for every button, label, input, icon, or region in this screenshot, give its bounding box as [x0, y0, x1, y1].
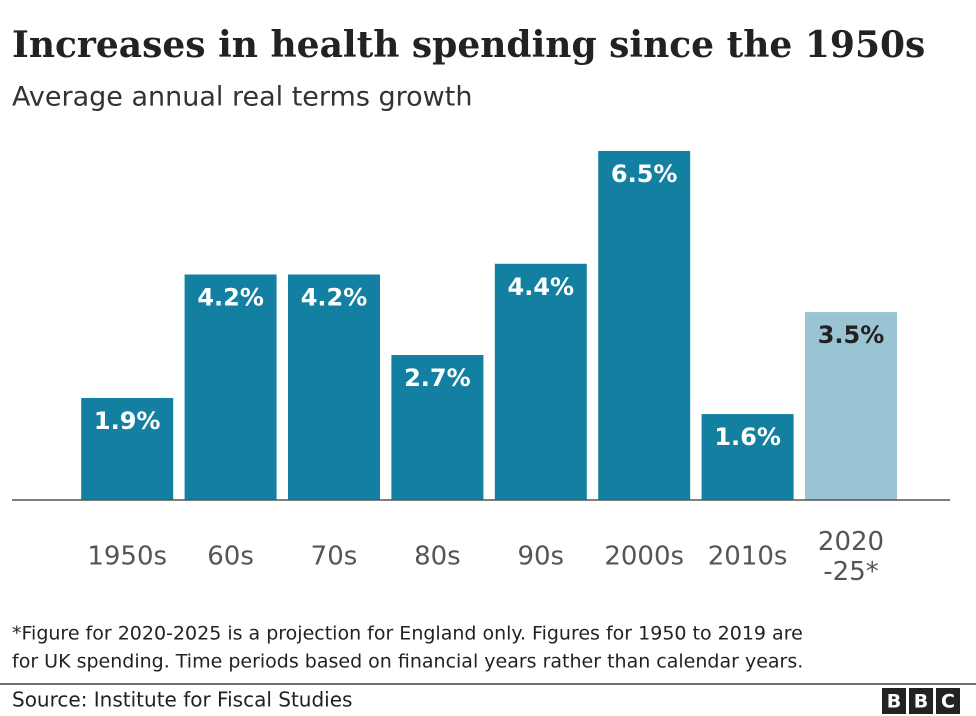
- x-tick-label: 80s: [414, 542, 461, 572]
- bar: [598, 151, 691, 500]
- bar: [805, 312, 897, 500]
- chart-title: Increases in health spending since the 1…: [12, 24, 925, 66]
- data-label: 6.5%: [611, 160, 678, 188]
- x-tick-label: 2000s: [604, 542, 684, 572]
- data-label: 4.2%: [301, 283, 368, 311]
- source: Source: Institute for Fiscal Studies: [12, 688, 352, 712]
- logo: B B C: [882, 688, 960, 714]
- footnote: *Figure for 2020-2025 is a projection fo…: [12, 623, 803, 645]
- bar: [494, 263, 587, 500]
- logo-box: [909, 688, 933, 714]
- x-tick-label: 1950s: [87, 542, 167, 572]
- bar: [81, 397, 174, 500]
- x-tick-label: 2010s: [708, 542, 788, 572]
- logo-letter: B: [887, 691, 901, 713]
- data-label: 4.2%: [197, 283, 264, 311]
- bar: [288, 274, 380, 500]
- data-label: 2.7%: [404, 364, 471, 392]
- x-tick-label: 60s: [207, 542, 254, 572]
- footnote: for UK spending. Time periods based on f…: [12, 651, 803, 673]
- logo-box: [936, 688, 960, 714]
- logo-box: [882, 688, 906, 714]
- data-label: 4.4%: [508, 273, 575, 301]
- logo-letter: C: [941, 691, 955, 713]
- logo-letter: B: [914, 691, 928, 713]
- bar: [701, 414, 794, 500]
- bar: [391, 355, 484, 500]
- data-label: 1.9%: [94, 407, 161, 435]
- data-label: 1.6%: [714, 423, 781, 451]
- chart-subtitle: Average annual real terms growth: [12, 82, 472, 113]
- data-label: 3.5%: [818, 321, 885, 349]
- bar: [184, 274, 277, 500]
- x-tick-label: 2020 -25*: [818, 527, 884, 587]
- x-tick-label: 70s: [311, 542, 358, 572]
- x-tick-label: 90s: [517, 542, 564, 572]
